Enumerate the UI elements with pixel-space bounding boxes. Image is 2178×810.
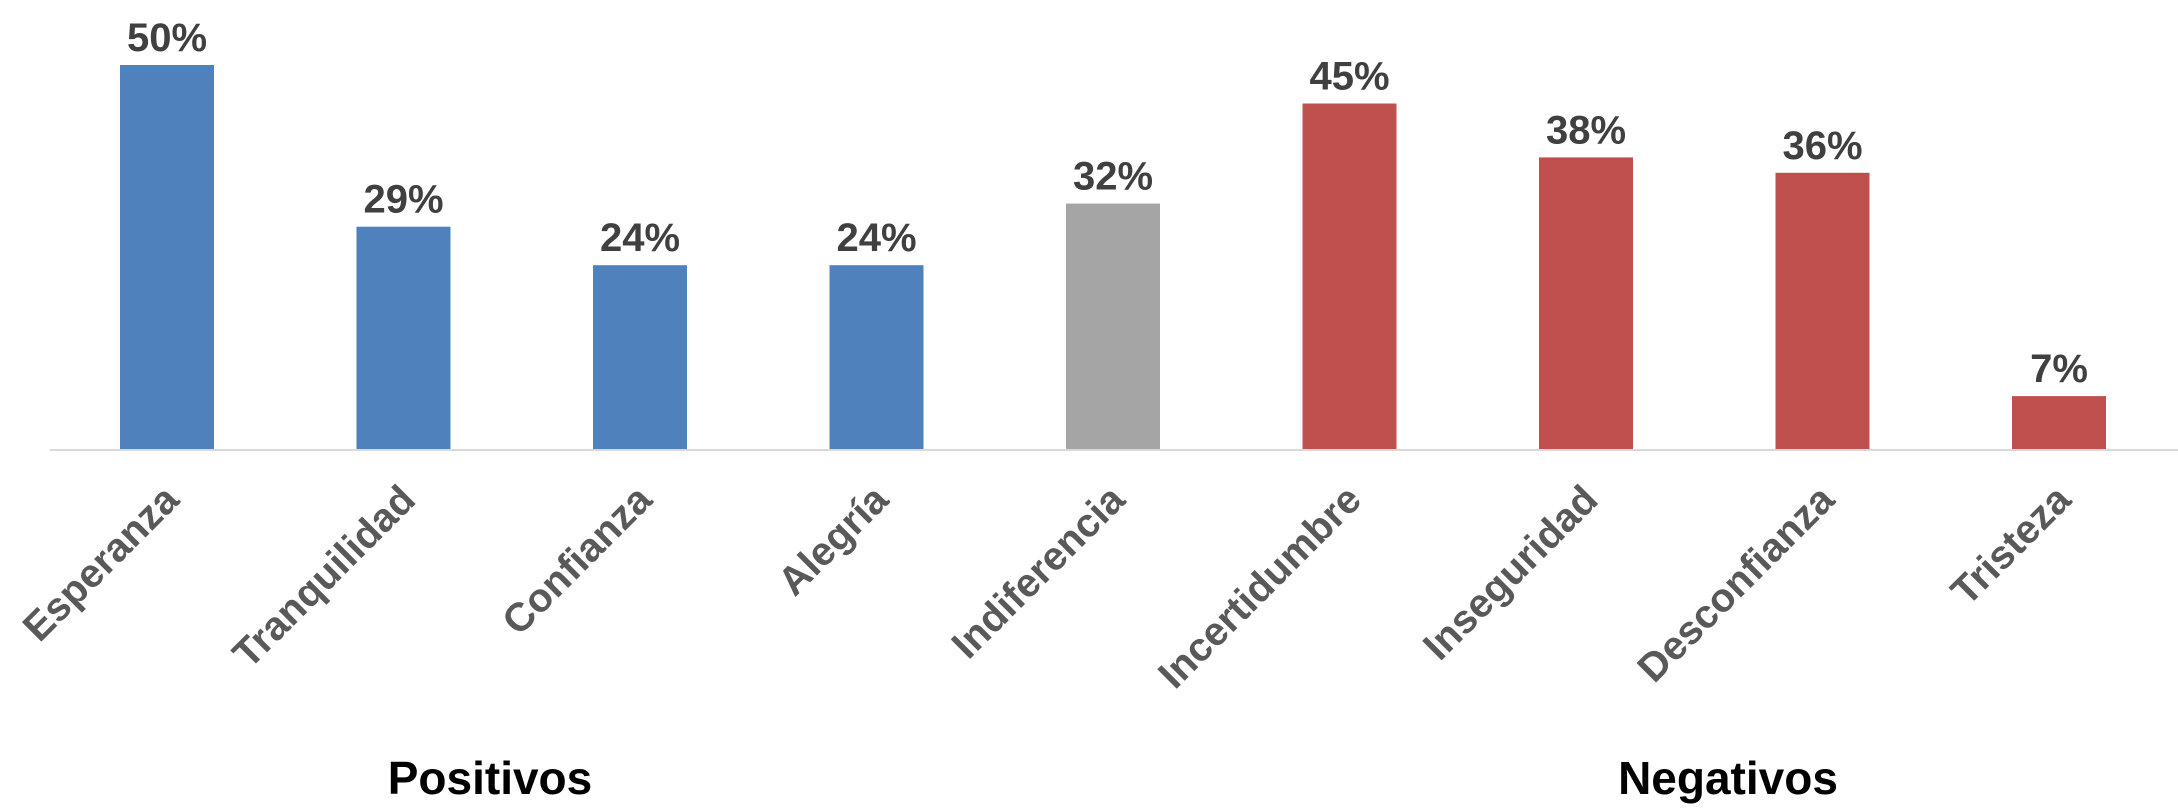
bar-indiferencia	[1066, 203, 1160, 450]
category-label-tristeza: Tristeza	[1943, 477, 2080, 614]
value-label-alegría: 24%	[836, 216, 916, 260]
bar-inseguridad	[1539, 157, 1633, 450]
bar-incertidumbre	[1302, 103, 1397, 450]
group-label-negativos: Negativos	[1618, 752, 1838, 804]
category-label-desconfianza: Desconfianza	[1629, 477, 1843, 691]
category-label-inseguridad: Inseguridad	[1415, 477, 1606, 668]
value-label-tranquilidad: 29%	[363, 178, 443, 222]
value-label-incertidumbre: 45%	[1309, 55, 1389, 99]
value-label-confianza: 24%	[600, 216, 680, 260]
category-label-tranquilidad: Tranquilidad	[225, 477, 424, 676]
category-labels: Esperanza Tranquilidad Confianza Alegría Ind…	[15, 477, 2080, 697]
bar-confianza	[593, 265, 687, 450]
bar-tristeza	[2012, 396, 2106, 450]
category-label-incertidumbre: Incertidumbre	[1150, 477, 1370, 697]
group-labels: Positivos Negativos	[388, 752, 1838, 804]
value-label-indiferencia: 32%	[1073, 155, 1153, 199]
value-label-desconfianza: 36%	[1782, 124, 1862, 168]
group-label-positivos: Positivos	[388, 752, 593, 804]
value-label-inseguridad: 38%	[1546, 108, 1626, 152]
value-label-esperanza: 50%	[127, 16, 207, 60]
bar-tranquilidad	[356, 226, 451, 450]
category-label-esperanza: Esperanza	[15, 477, 188, 650]
value-label-tristeza: 7%	[2030, 347, 2088, 391]
value-labels: 50% 29% 24% 24% 32% 45% 38% 36% 7%	[127, 16, 2088, 391]
bars	[120, 65, 2106, 451]
category-label-confianza: Confianza	[494, 477, 661, 644]
category-label-alegría: Alegría	[770, 477, 898, 605]
bar-desconfianza	[1775, 172, 1870, 451]
category-label-indiferencia: Indiferencia	[943, 477, 1133, 667]
bar-alegría	[829, 265, 924, 450]
bar-esperanza	[120, 65, 214, 450]
